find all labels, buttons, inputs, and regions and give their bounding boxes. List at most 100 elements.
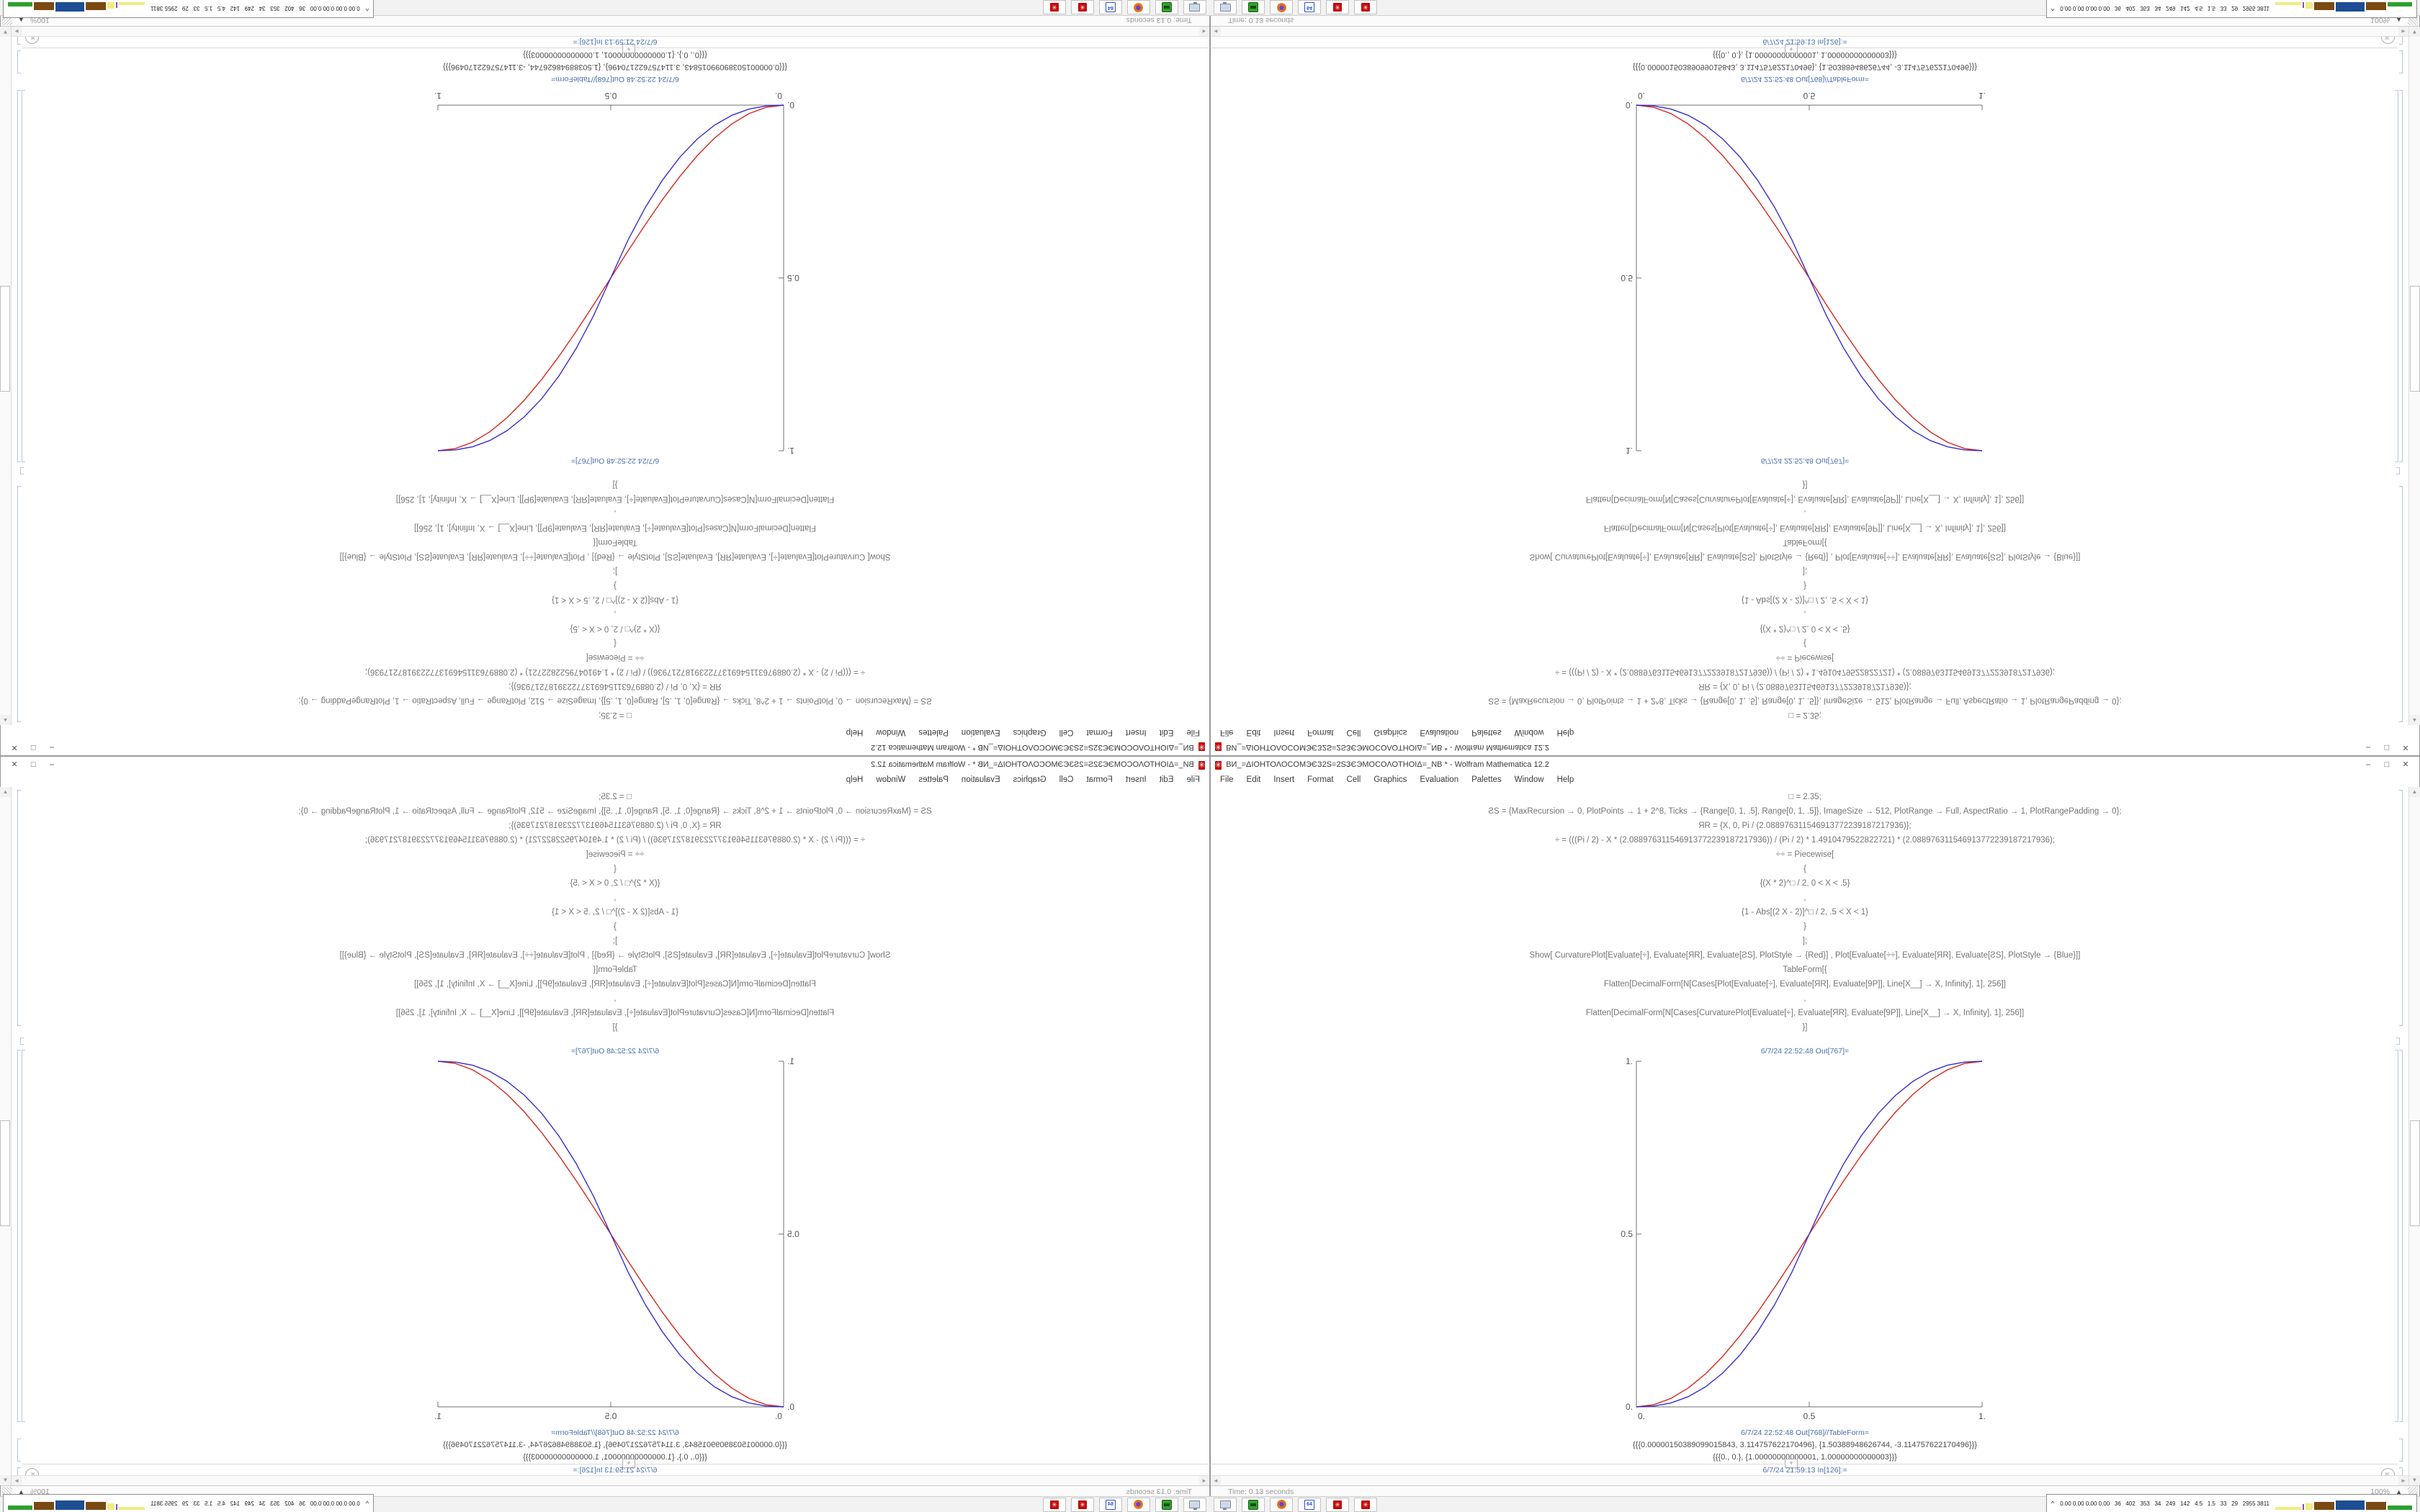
menu-format[interactable]: Format [1307,728,1334,737]
menu-format[interactable]: Format [1307,775,1334,784]
menu-palettes[interactable]: Palettes [918,728,949,737]
taskbar-button-firefox-icon[interactable] [1270,1497,1293,1512]
cell-bracket-input[interactable] [2399,790,2403,1026]
tray-expand-icon[interactable]: ^ [2051,5,2055,12]
menu-graphics[interactable]: Graphics [1373,728,1407,737]
taskbar-button-green-app-icon[interactable] [1155,1497,1178,1512]
taskbar-button-mathematica-icon[interactable]: ✳ [1043,1497,1066,1512]
taskbar-button-green-app-icon[interactable] [1242,1497,1265,1512]
horizontal-scrollbar[interactable]: ◄ ► [12,1475,1209,1485]
resize-grip-icon[interactable] [2408,1487,2418,1496]
cell-bracket-marker[interactable] [20,467,24,474]
horizontal-scrollbar[interactable]: ◄ ► [1211,1475,2408,1485]
taskbar-button-floppy-disk-64-icon[interactable]: 64 [1298,1497,1321,1512]
input-code-cell[interactable]: □ = 2.35; ƧS = {MaxRecursion → 0, PlotPoi… [1211,790,2398,1035]
taskbar-button-mathematica-icon[interactable]: ✳ [1326,1497,1349,1512]
input-code-cell[interactable]: □ = 2.35; ƧS = {MaxRecursion → 0, PlotPoi… [1211,477,2398,722]
cell-bracket-input[interactable] [2399,486,2403,722]
window-titlebar[interactable]: ✳ ВИ_=ΔΙΟΗΤΟΛΟCOMЭЄЗ2Ѕ=2ЅЗЄЭMOCΟΛΟΤΗΟΙΔ=… [1211,757,2419,773]
menu-insert[interactable]: Insert [1125,775,1147,784]
cell-bracket-current[interactable] [2399,1467,2403,1475]
horizontal-scrollbar[interactable]: ◄ ► [12,27,1209,37]
menu-evaluation[interactable]: Evaluation [1420,775,1459,784]
taskbar-button-firefox-icon[interactable] [1270,0,1293,15]
cell-bracket-table[interactable] [17,50,21,73]
menu-edit[interactable]: Edit [1246,728,1261,737]
cell-bracket-output[interactable] [2399,90,2403,462]
maximize-button[interactable]: □ [30,743,36,752]
menu-palettes[interactable]: Palettes [918,775,949,784]
cell-bracket-output[interactable] [17,90,21,462]
taskbar-button-mathematica-icon[interactable]: ✳ [1071,0,1094,15]
menu-window[interactable]: Window [1514,775,1544,784]
input-code-cell[interactable]: □ = 2.35; ƧS = {MaxRecursion → 0, PlotPoi… [22,477,1209,722]
taskbar-button-mathematica-icon[interactable]: ✳ [1326,0,1349,15]
cell-bracket-table[interactable] [17,1439,21,1462]
menu-cell[interactable]: Cell [1346,728,1361,737]
notebook-content[interactable]: □ = 2.35; ƧS = {MaxRecursion → 0, PlotPoi… [12,37,1209,725]
menu-evaluation[interactable]: Evaluation [961,775,1000,784]
taskbar-button-firefox-icon[interactable] [1127,0,1150,15]
menu-graphics[interactable]: Graphics [1373,775,1407,784]
menu-window[interactable]: Window [876,728,906,737]
close-button[interactable]: ✕ [2402,743,2409,752]
scroll-down-icon[interactable]: ▼ [0,1475,11,1485]
menu-insert[interactable]: Insert [1125,728,1147,737]
menu-file[interactable]: File [1220,775,1234,784]
menu-cell[interactable]: Cell [1059,775,1074,784]
cell-bracket-table[interactable] [2399,50,2403,73]
minimize-button[interactable]: – [2365,760,2371,769]
close-button[interactable]: ✕ [2402,760,2409,769]
cell-bracket-output[interactable] [17,1050,21,1422]
scroll-left-icon[interactable]: ◄ [1199,27,1209,36]
scroll-right-icon[interactable]: ► [2398,27,2408,36]
scroll-right-icon[interactable]: ► [12,1476,22,1485]
cell-bracket-marker[interactable] [20,1038,24,1045]
taskbar-button-floppy-disk-64-icon[interactable]: 64 [1099,1497,1122,1512]
vertical-scrollbar-thumb[interactable] [0,286,10,392]
vertical-scrollbar[interactable]: ▲ ▼ [2408,27,2420,725]
taskbar-button-screen-capture-icon[interactable] [1183,0,1206,15]
taskbar-button-mathematica-icon[interactable]: ✳ [1043,0,1066,15]
menu-edit[interactable]: Edit [1246,775,1261,784]
notebook-content[interactable]: □ = 2.35; ƧS = {MaxRecursion → 0, PlotPoi… [12,787,1209,1475]
tray-expand-icon[interactable]: ^ [365,1500,369,1507]
magnification-icon[interactable]: ▲ [2396,1488,2402,1495]
vertical-scrollbar-thumb[interactable] [2410,1120,2420,1226]
menu-file[interactable]: File [1220,728,1234,737]
vertical-scrollbar-thumb[interactable] [2410,286,2420,392]
cell-bracket-group[interactable] [22,90,25,462]
menu-edit[interactable]: Edit [1159,728,1174,737]
notebook-content[interactable]: □ = 2.35; ƧS = {MaxRecursion → 0, PlotPoi… [1211,787,2408,1475]
taskbar-button-mathematica-icon[interactable]: ✳ [1071,1497,1094,1512]
cell-bracket-marker[interactable] [2396,1038,2400,1045]
magnification-icon[interactable]: ▲ [2396,17,2402,24]
cell-bracket-input[interactable] [17,790,21,1026]
taskbar-button-firefox-icon[interactable] [1127,1497,1150,1512]
vertical-scrollbar-thumb[interactable] [0,1120,10,1226]
scroll-left-icon[interactable]: ◄ [1199,1476,1209,1485]
minimize-button[interactable]: – [49,743,55,752]
input-code-cell[interactable]: □ = 2.35; ƧS = {MaxRecursion → 0, PlotPoi… [22,790,1209,1035]
zoom-level[interactable]: 100% [2370,1487,2390,1496]
menu-help[interactable]: Help [846,728,864,737]
close-button[interactable]: ✕ [11,743,18,752]
taskbar-button-green-app-icon[interactable] [1242,0,1265,15]
menu-file[interactable]: File [1186,728,1200,737]
maximize-button[interactable]: □ [30,760,36,769]
window-titlebar[interactable]: ✳ ВИ_=ΔΙΟΗΤΟΛΟCOMЭЄЗ2Ѕ=2ЅЗЄЭMOCΟΛΟΤΗΟΙΔ=… [1,739,1209,755]
menu-format[interactable]: Format [1086,775,1113,784]
notebook-content[interactable]: □ = 2.35; ƧS = {MaxRecursion → 0, PlotPoi… [1211,37,2408,725]
cell-bracket-group[interactable] [22,1050,25,1422]
vertical-scrollbar[interactable]: ▲ ▼ [0,787,12,1485]
scroll-right-icon[interactable]: ► [2398,1476,2408,1485]
tray-expand-icon[interactable]: ^ [365,5,369,12]
scroll-right-icon[interactable]: ► [12,27,22,36]
maximize-button[interactable]: □ [2384,743,2390,752]
menu-palettes[interactable]: Palettes [1471,728,1502,737]
menu-graphics[interactable]: Graphics [1013,775,1047,784]
menu-insert[interactable]: Insert [1273,775,1295,784]
minimize-button[interactable]: – [49,760,55,769]
cell-bracket-input[interactable] [17,486,21,722]
menu-palettes[interactable]: Palettes [1471,775,1502,784]
